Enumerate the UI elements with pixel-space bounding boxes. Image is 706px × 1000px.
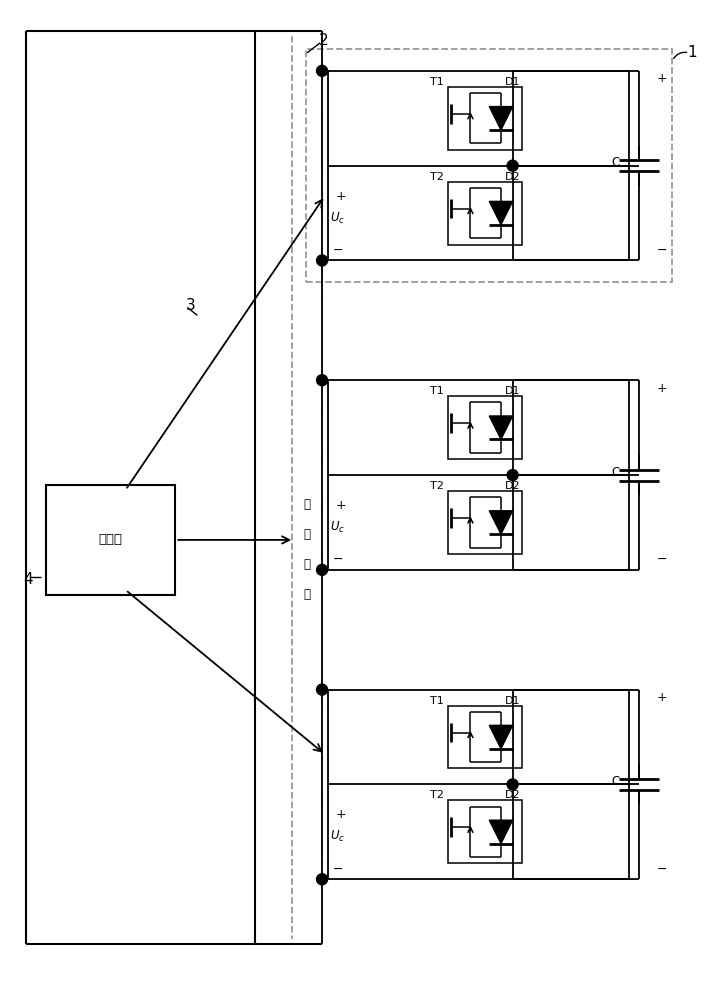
Circle shape: [316, 684, 328, 695]
Circle shape: [316, 65, 328, 76]
Circle shape: [316, 255, 328, 266]
Polygon shape: [489, 107, 513, 130]
Bar: [46, 485, 175, 595]
Text: D1: D1: [505, 696, 520, 706]
Text: C: C: [611, 466, 619, 479]
Text: D2: D2: [505, 790, 520, 800]
Polygon shape: [489, 416, 513, 439]
Text: 接: 接: [304, 528, 311, 541]
Text: 装: 装: [304, 558, 311, 571]
Text: −: −: [657, 863, 668, 876]
Text: 测试仪: 测试仪: [98, 533, 122, 546]
Text: 4: 4: [23, 572, 32, 587]
Bar: [448, 182, 522, 245]
Text: +: +: [657, 382, 668, 395]
Text: D1: D1: [505, 386, 520, 396]
Text: C: C: [611, 156, 619, 169]
Text: 3: 3: [186, 298, 195, 313]
Text: $U_c$: $U_c$: [330, 211, 345, 226]
Text: −: −: [333, 863, 343, 876]
Circle shape: [507, 470, 518, 481]
Text: 2: 2: [319, 33, 329, 48]
Circle shape: [316, 375, 328, 386]
Polygon shape: [489, 820, 513, 844]
Text: −: −: [333, 553, 343, 566]
Bar: [306, 49, 672, 282]
Text: T1: T1: [430, 386, 444, 396]
Text: +: +: [336, 190, 347, 203]
Text: T1: T1: [430, 696, 444, 706]
Text: +: +: [336, 808, 347, 821]
Circle shape: [507, 779, 518, 790]
Text: T2: T2: [430, 172, 444, 182]
Text: 置: 置: [304, 588, 311, 601]
Bar: [328, 71, 630, 260]
Text: +: +: [336, 499, 347, 512]
Text: +: +: [657, 691, 668, 704]
Text: 连: 连: [304, 498, 311, 511]
Circle shape: [316, 564, 328, 575]
Text: +: +: [657, 72, 668, 85]
Polygon shape: [489, 725, 513, 749]
Bar: [328, 690, 630, 879]
Text: 1: 1: [688, 45, 697, 60]
Circle shape: [507, 160, 518, 171]
Circle shape: [316, 874, 328, 885]
Text: D2: D2: [505, 481, 520, 491]
Text: −: −: [333, 244, 343, 257]
Text: −: −: [657, 244, 668, 257]
Bar: [448, 800, 522, 863]
Text: C: C: [611, 775, 619, 788]
Text: T2: T2: [430, 790, 444, 800]
Text: T2: T2: [430, 481, 444, 491]
Bar: [448, 491, 522, 554]
Text: −: −: [657, 553, 668, 566]
Bar: [448, 87, 522, 150]
Polygon shape: [489, 511, 513, 534]
Bar: [328, 380, 630, 570]
Text: $U_c$: $U_c$: [330, 829, 345, 844]
Text: T1: T1: [430, 77, 444, 87]
Polygon shape: [489, 201, 513, 225]
Bar: [448, 396, 522, 459]
Text: $U_c$: $U_c$: [330, 520, 345, 535]
Text: D2: D2: [505, 172, 520, 182]
Bar: [448, 706, 522, 768]
Text: D1: D1: [505, 77, 520, 87]
